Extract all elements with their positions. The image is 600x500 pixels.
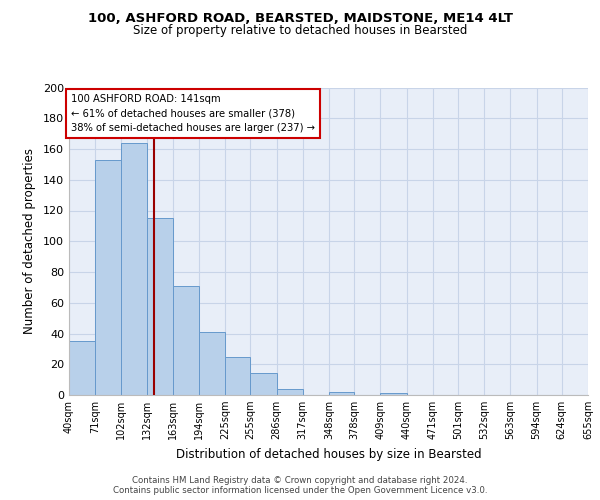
Bar [588, 392, 600, 395]
Text: 100 ASHFORD ROAD: 141sqm
← 61% of detached houses are smaller (378)
38% of semi-: 100 ASHFORD ROAD: 141sqm ← 61% of detach… [71, 94, 314, 133]
Bar [277, 389, 303, 395]
Bar [146, 218, 173, 395]
Text: Size of property relative to detached houses in Bearsted: Size of property relative to detached ho… [133, 24, 467, 37]
X-axis label: Distribution of detached houses by size in Bearsted: Distribution of detached houses by size … [176, 448, 481, 460]
Bar [250, 374, 277, 395]
Bar [69, 341, 95, 395]
Text: 100, ASHFORD ROAD, BEARSTED, MAIDSTONE, ME14 4LT: 100, ASHFORD ROAD, BEARSTED, MAIDSTONE, … [88, 12, 512, 26]
Text: Contains public sector information licensed under the Open Government Licence v3: Contains public sector information licen… [113, 486, 487, 495]
Y-axis label: Number of detached properties: Number of detached properties [23, 148, 36, 334]
Text: Contains HM Land Registry data © Crown copyright and database right 2024.: Contains HM Land Registry data © Crown c… [132, 476, 468, 485]
Bar [329, 392, 354, 395]
Bar [380, 394, 407, 395]
Bar [173, 286, 199, 395]
Bar [225, 356, 250, 395]
Bar [121, 143, 146, 395]
Bar [95, 160, 121, 395]
Bar [199, 332, 225, 395]
